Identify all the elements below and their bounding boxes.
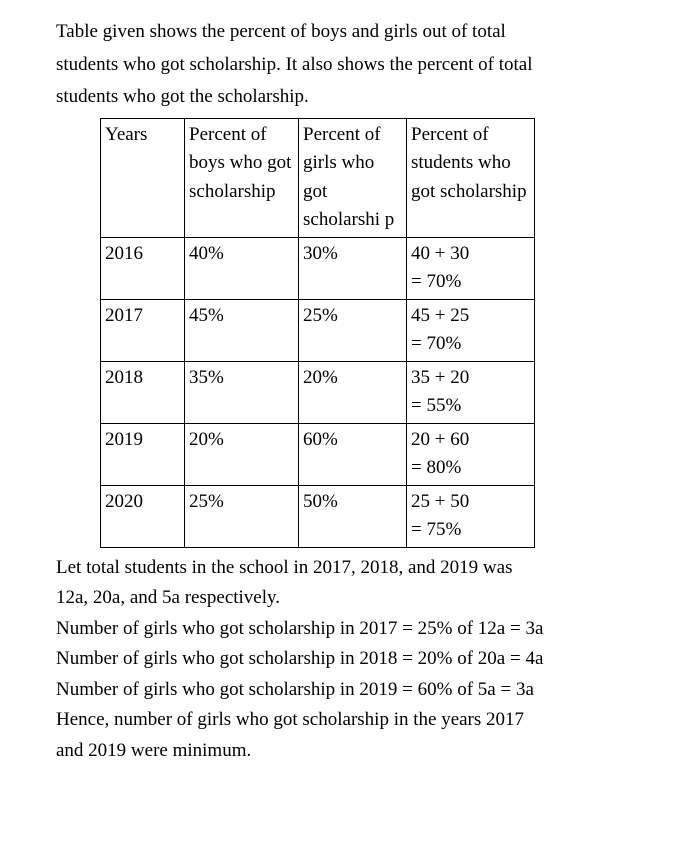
cell-total: 35 + 20 = 55% (407, 361, 535, 423)
scholarship-table: Years Percent of boys who got scholarshi… (100, 118, 535, 548)
table-header-row: Years Percent of boys who got scholarshi… (101, 118, 535, 237)
cell-total: 20 + 60 = 80% (407, 423, 535, 485)
table-row: 2019 20% 60% 20 + 60 = 80% (101, 423, 535, 485)
total-result: = 80% (411, 457, 461, 478)
header-years: Years (101, 118, 185, 237)
cell-boys: 40% (185, 237, 299, 299)
total-result: = 70% (411, 333, 461, 354)
cell-boys: 20% (185, 423, 299, 485)
cell-year: 2019 (101, 423, 185, 485)
cell-boys: 35% (185, 361, 299, 423)
header-boys: Percent of boys who got scholarship (185, 118, 299, 237)
cell-total: 40 + 30 = 70% (407, 237, 535, 299)
page-container: Table given shows the percent of boys an… (0, 0, 688, 791)
intro-line-1: Table given shows the percent of boys an… (56, 18, 656, 47)
total-expr: 20 + 60 (411, 429, 469, 450)
cell-total: 25 + 50 = 75% (407, 485, 535, 547)
table-row: 2018 35% 20% 35 + 20 = 55% (101, 361, 535, 423)
total-expr: 35 + 20 (411, 367, 469, 388)
table-row: 2017 45% 25% 45 + 25 = 70% (101, 299, 535, 361)
cell-total: 45 + 25 = 70% (407, 299, 535, 361)
body-line-2: 12a, 20a, and 5a respectively. (56, 584, 656, 613)
cell-boys: 45% (185, 299, 299, 361)
cell-year: 2018 (101, 361, 185, 423)
cell-year: 2016 (101, 237, 185, 299)
body-line-4: Number of girls who got scholarship in 2… (56, 645, 656, 674)
cell-girls: 60% (299, 423, 407, 485)
table-row: 2020 25% 50% 25 + 50 = 75% (101, 485, 535, 547)
cell-year: 2017 (101, 299, 185, 361)
body-line-1: Let total students in the school in 2017… (56, 554, 656, 583)
cell-boys: 25% (185, 485, 299, 547)
body-line-3: Number of girls who got scholarship in 2… (56, 615, 656, 644)
total-expr: 40 + 30 (411, 243, 469, 264)
body-line-5: Number of girls who got scholarship in 2… (56, 676, 656, 705)
total-result: = 75% (411, 519, 461, 540)
header-girls: Percent of girls who got scholarshi p (299, 118, 407, 237)
table-row: 2016 40% 30% 40 + 30 = 70% (101, 237, 535, 299)
cell-year: 2020 (101, 485, 185, 547)
total-expr: 45 + 25 (411, 305, 469, 326)
total-result: = 55% (411, 395, 461, 416)
cell-girls: 50% (299, 485, 407, 547)
cell-girls: 30% (299, 237, 407, 299)
total-expr: 25 + 50 (411, 491, 469, 512)
body-line-6: Hence, number of girls who got scholarsh… (56, 706, 656, 735)
intro-line-2: students who got scholarship. It also sh… (56, 51, 656, 80)
header-total: Percent of students who got scholarship (407, 118, 535, 237)
cell-girls: 25% (299, 299, 407, 361)
body-line-7: and 2019 were minimum. (56, 737, 656, 766)
total-result: = 70% (411, 271, 461, 292)
intro-line-3: students who got the scholarship. (56, 83, 656, 112)
cell-girls: 20% (299, 361, 407, 423)
